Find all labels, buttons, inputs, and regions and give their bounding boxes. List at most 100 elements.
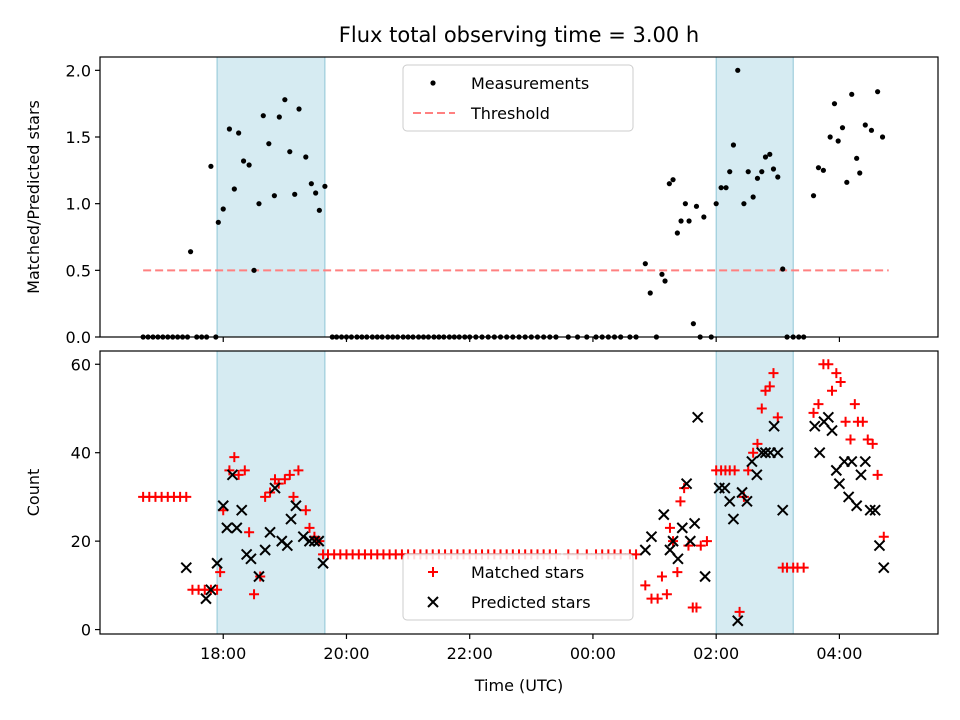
legend-label: Threshold (470, 104, 550, 123)
measurement-point (647, 290, 653, 296)
measurement-point (251, 267, 257, 273)
matched-star-point (867, 438, 878, 449)
matched-star-point (215, 567, 226, 578)
measurement-point (831, 101, 838, 107)
x-axis-label: Time (UTC) (474, 676, 563, 695)
legend-box (402, 553, 634, 621)
measurement-point (754, 175, 761, 181)
matched-star-point (300, 505, 311, 516)
measurement-point (670, 177, 676, 183)
measurement-point (296, 106, 302, 112)
matched-star-point (244, 527, 255, 538)
predicted-star-point (236, 504, 248, 516)
matched-star-point (872, 469, 883, 480)
measurement-point (780, 266, 786, 272)
predicted-star-point (830, 464, 843, 477)
matched-star-point (691, 602, 702, 613)
predicted-star-point (736, 486, 748, 499)
measurement-point (835, 138, 841, 144)
matched-star-point (656, 571, 667, 582)
legend-box (402, 64, 634, 132)
predicted-star-point (878, 561, 890, 574)
measurement-point (287, 149, 293, 155)
predicted-star-point (217, 500, 229, 512)
measurement-point (678, 218, 684, 224)
matched-star-point (304, 522, 315, 533)
measurement-point (308, 181, 314, 187)
predicted-star-point (221, 522, 233, 534)
matched-star-point (661, 589, 672, 600)
matched-star-point (640, 580, 651, 591)
measurement-point (693, 203, 700, 209)
measurement-point (759, 169, 765, 175)
predicted-star-point (727, 513, 740, 525)
predicted-star-point (672, 553, 684, 565)
predicted-star-point (833, 477, 846, 490)
bottom-panel-counts: 0 20 40 60 18:00 20:00 22:00 00:00 02:00 04:00 Cou… (24, 350, 939, 663)
matched-star-point (823, 359, 834, 370)
measurement-point (730, 142, 737, 148)
legend: Matched stars Predicted stars (402, 553, 634, 621)
predicted-star-point (658, 508, 670, 521)
measurement-point (690, 321, 696, 327)
predicted-star-point (691, 411, 704, 424)
measurement-point (659, 271, 665, 277)
measurement-point (839, 125, 846, 131)
matched-star-point (849, 399, 860, 410)
matched-star-point (212, 584, 223, 595)
matched-star-point (675, 496, 686, 507)
predicted-star-point (746, 455, 758, 468)
matched-star-point (845, 434, 856, 445)
measurement-point (674, 230, 680, 236)
predicted-star-point (741, 495, 753, 508)
measurement-point (854, 155, 860, 161)
predicted-star-point (719, 482, 731, 494)
chart-title: Flux total observing time = 3.00 h (339, 23, 699, 47)
measurement-point (276, 114, 282, 120)
predicted-star-point (264, 526, 276, 539)
measurement-point (745, 169, 751, 175)
measurement-point (857, 170, 863, 176)
predicted-star-point (699, 570, 711, 583)
measurement-point (762, 154, 769, 160)
y-axis-label: Count (24, 469, 43, 517)
measurement-point (208, 163, 214, 169)
y-tick-label: 60 (71, 355, 91, 374)
measurement-point (844, 179, 850, 185)
predicted-star-point (285, 513, 297, 525)
predicted-star-point (211, 557, 223, 569)
measurement-point (820, 167, 826, 173)
measurement-point (727, 169, 733, 175)
series-predicted-stars (180, 411, 890, 627)
measurement-point (875, 89, 881, 95)
predicted-star-point (826, 424, 838, 437)
predicted-star-point (869, 504, 881, 516)
legend-label: Matched stars (471, 563, 584, 582)
predicted-star-point (850, 500, 863, 512)
x-tick-label: 20:00 (323, 644, 369, 663)
predicted-star-point (724, 495, 736, 508)
matched-star-point (840, 416, 851, 427)
matched-star-point (772, 412, 783, 423)
shaded-interval-1 (216, 56, 326, 338)
matched-star-point (813, 399, 824, 410)
predicted-star-point (772, 446, 784, 459)
measurement-point (723, 185, 729, 191)
predicted-star-point (231, 522, 243, 534)
predicted-star-point (253, 570, 265, 583)
x-tick-label: 04:00 (816, 644, 862, 663)
predicted-star-point (308, 535, 321, 547)
predicted-star-point (317, 557, 329, 569)
predicted-star-point (667, 535, 679, 547)
predicted-star-point (809, 420, 821, 432)
measurement-point (767, 151, 773, 157)
predicted-star-point (813, 446, 826, 459)
matched-star-point (288, 491, 299, 502)
predicted-star-point (864, 504, 876, 516)
predicted-star-point (313, 535, 325, 547)
measurement-point (686, 218, 692, 224)
matched-star-point (631, 549, 642, 560)
measurement-point (862, 122, 868, 128)
measurement-point (316, 207, 322, 213)
predicted-star-point (751, 469, 763, 481)
